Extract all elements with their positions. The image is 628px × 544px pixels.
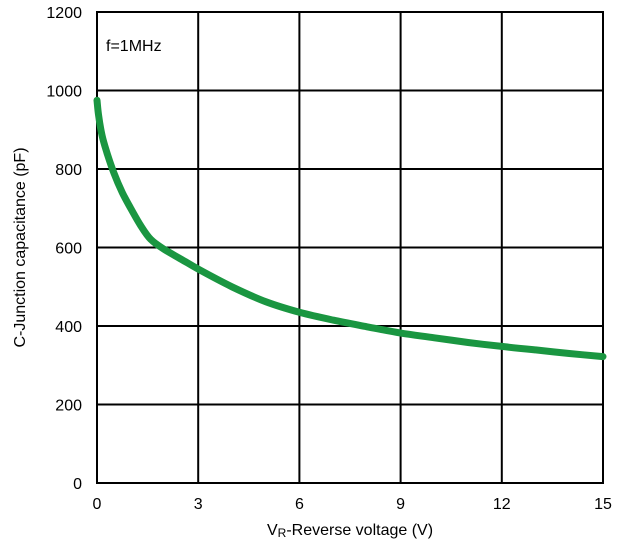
x-axis-title: VR-Reverse voltage (V) [267,522,433,540]
x-tick-label: 3 [194,496,203,513]
x-tick-label: 15 [594,496,612,513]
x-tick-label: 9 [396,496,405,513]
y-tick-label: 800 [55,162,82,179]
x-tick-labels: 0 3 6 9 12 15 [93,496,612,513]
x-tick-label: 0 [93,496,102,513]
y-tick-label: 0 [73,476,82,493]
x-axis-title-subscript: R [278,526,287,540]
y-tick-label: 400 [55,319,82,336]
x-axis-title-prefix: V [267,522,278,539]
frequency-annotation: f=1MHz [106,38,162,55]
y-tick-labels: 0 200 400 600 800 1000 1200 [46,5,82,493]
x-tick-label: 12 [493,496,511,513]
capacitance-curve [93,96,607,361]
y-tick-label: 200 [55,398,82,415]
x-tick-label: 6 [295,496,304,513]
y-tick-label: 1200 [46,5,82,22]
x-axis-title-rest: -Reverse voltage (V) [286,522,433,539]
y-axis-title: C-Junction capacitance (pF) [12,147,29,347]
y-tick-label: 1000 [46,84,82,101]
grid [96,11,604,484]
y-tick-label: 600 [55,241,82,258]
plot-frame [96,11,604,484]
